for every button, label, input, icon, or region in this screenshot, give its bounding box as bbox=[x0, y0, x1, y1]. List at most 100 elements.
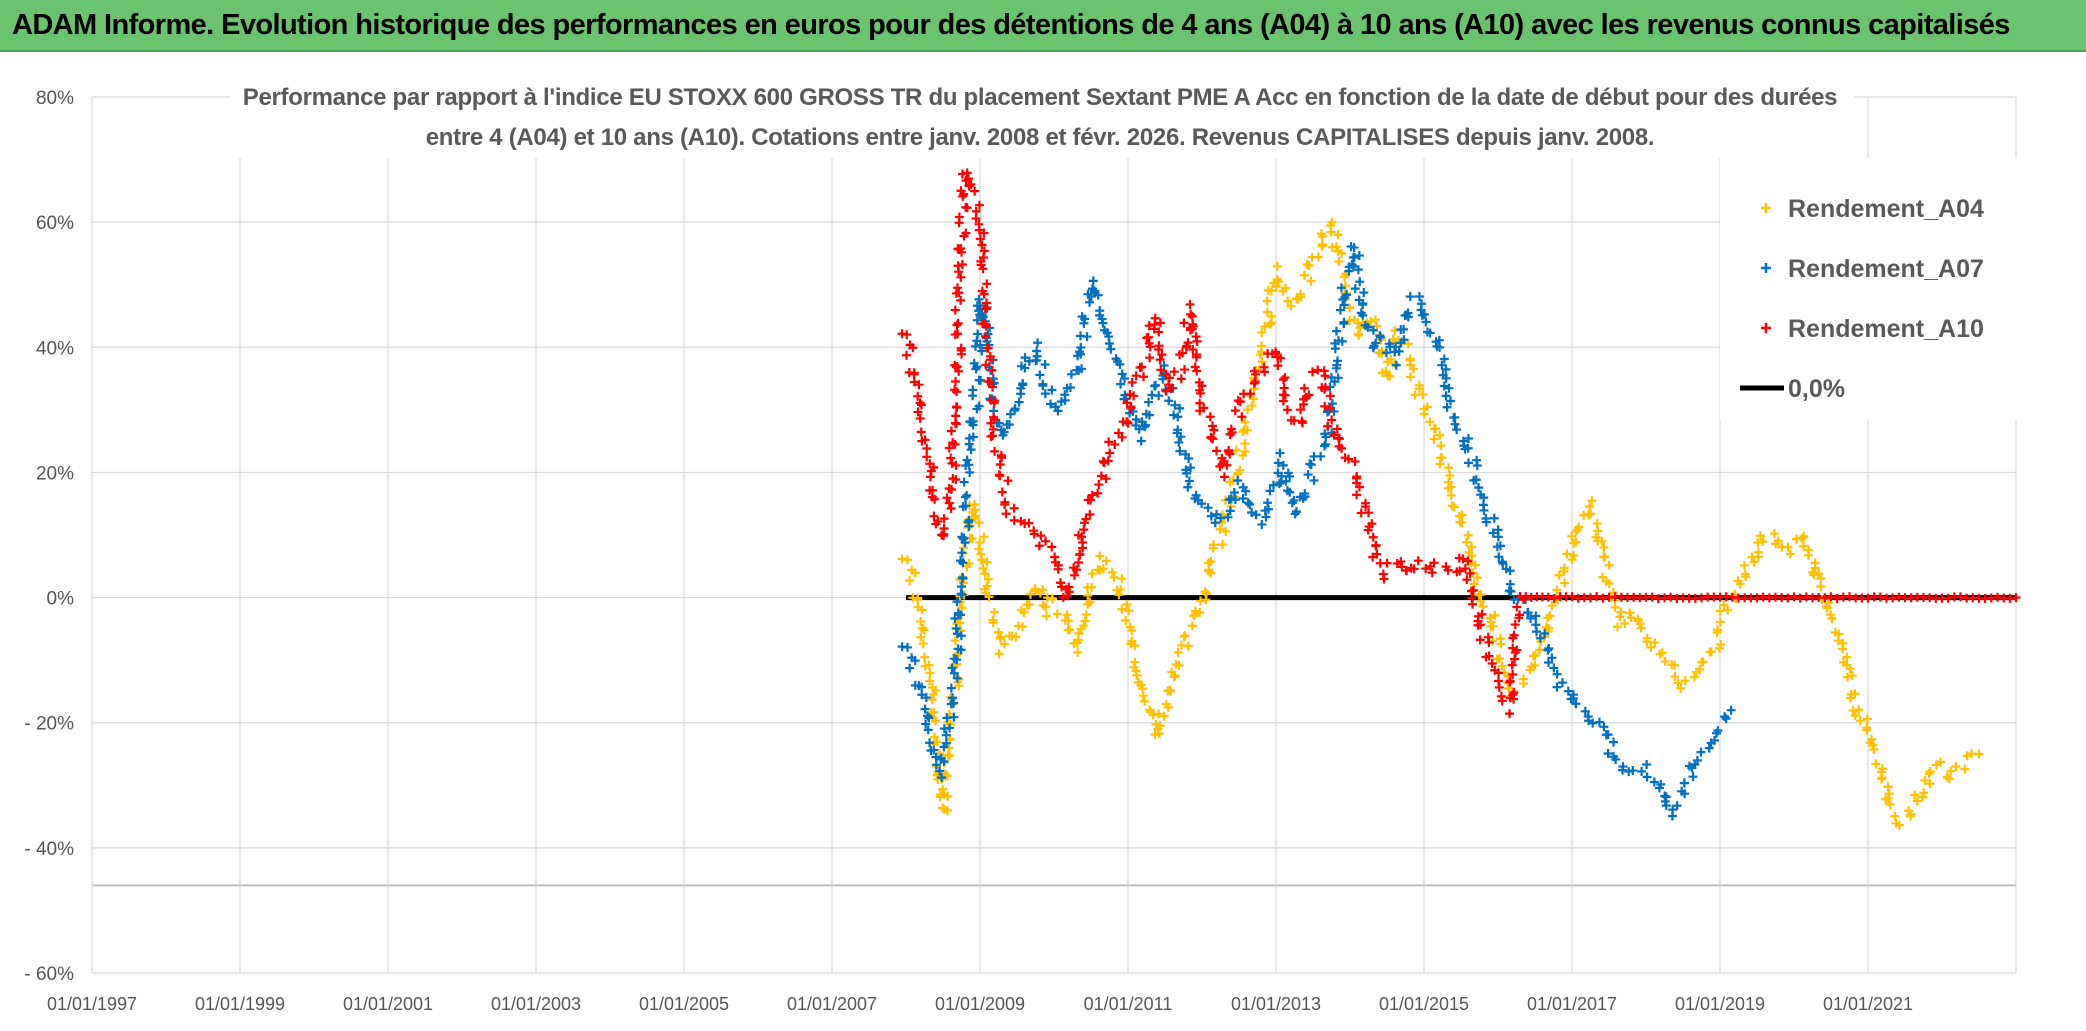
data-point bbox=[986, 418, 996, 428]
data-point bbox=[1349, 252, 1359, 262]
data-point bbox=[1181, 449, 1191, 459]
data-point bbox=[1620, 618, 1630, 628]
data-point bbox=[1753, 547, 1763, 557]
data-point bbox=[1740, 560, 1749, 570]
data-point bbox=[1479, 505, 1489, 515]
data-point bbox=[1441, 364, 1451, 374]
data-point bbox=[1567, 592, 1577, 602]
data-point bbox=[1018, 379, 1028, 389]
data-point bbox=[954, 212, 964, 222]
data-point bbox=[955, 618, 965, 628]
data-point bbox=[994, 418, 1004, 428]
data-point bbox=[1845, 664, 1855, 674]
data-point bbox=[1158, 374, 1168, 384]
data-point bbox=[1001, 509, 1011, 519]
data-point bbox=[1789, 592, 1799, 602]
data-point bbox=[956, 645, 966, 655]
data-point bbox=[1083, 289, 1093, 299]
data-point bbox=[950, 614, 960, 624]
data-point bbox=[1241, 486, 1251, 496]
data-point bbox=[939, 524, 949, 534]
data-point bbox=[1475, 635, 1485, 645]
data-point bbox=[1462, 575, 1472, 585]
data-point bbox=[1599, 722, 1609, 732]
data-point bbox=[1795, 593, 1805, 603]
data-point bbox=[1306, 276, 1316, 286]
data-point bbox=[1580, 706, 1590, 716]
x-tick-label: 01/01/2015 bbox=[1379, 994, 1469, 1014]
data-point bbox=[981, 360, 991, 370]
data-point bbox=[1419, 409, 1429, 419]
data-point bbox=[1875, 592, 1885, 602]
chart-title-line-2: entre 4 (A04) et 10 ans (A10). Cotations… bbox=[426, 124, 1655, 151]
data-point bbox=[1695, 664, 1705, 674]
data-point bbox=[1560, 578, 1570, 588]
data-point bbox=[1149, 324, 1159, 334]
data-point bbox=[1368, 532, 1378, 542]
data-point bbox=[1514, 613, 1524, 623]
data-point bbox=[1299, 270, 1309, 280]
data-point bbox=[1613, 622, 1623, 632]
data-point bbox=[1299, 383, 1309, 393]
data-point bbox=[1332, 424, 1342, 434]
data-point bbox=[1096, 471, 1106, 481]
data-point bbox=[1814, 569, 1824, 579]
data-point bbox=[1688, 772, 1698, 782]
data-point bbox=[1212, 509, 1222, 519]
data-point bbox=[1104, 437, 1114, 447]
data-point bbox=[1549, 663, 1559, 673]
data-point bbox=[1169, 367, 1179, 377]
data-point bbox=[1920, 775, 1930, 785]
data-point bbox=[937, 773, 947, 783]
data-point bbox=[1105, 448, 1115, 458]
data-point bbox=[1313, 252, 1323, 262]
data-point bbox=[937, 530, 947, 540]
data-point bbox=[1696, 747, 1706, 757]
data-point bbox=[980, 569, 990, 579]
data-point bbox=[1475, 620, 1485, 630]
data-point bbox=[1547, 653, 1557, 663]
data-point bbox=[1845, 592, 1854, 602]
data-point bbox=[1465, 569, 1475, 579]
data-point bbox=[1170, 400, 1180, 410]
data-point bbox=[1918, 792, 1928, 802]
data-point bbox=[1231, 445, 1241, 455]
data-point bbox=[910, 680, 920, 690]
data-point bbox=[1192, 366, 1202, 376]
data-point bbox=[1098, 564, 1108, 574]
data-point bbox=[1673, 678, 1683, 688]
data-point bbox=[1358, 310, 1368, 320]
data-point bbox=[1209, 425, 1219, 435]
data-point bbox=[1327, 415, 1337, 425]
data-point bbox=[1883, 782, 1893, 792]
data-point bbox=[1471, 475, 1481, 485]
data-point bbox=[1199, 403, 1209, 413]
data-point bbox=[1375, 331, 1385, 341]
data-point bbox=[1065, 625, 1075, 635]
legend-background bbox=[1720, 158, 2020, 420]
data-point bbox=[1372, 549, 1382, 559]
data-point bbox=[1396, 325, 1406, 335]
data-point bbox=[1443, 483, 1453, 493]
data-point bbox=[926, 746, 936, 756]
data-point bbox=[1442, 402, 1452, 412]
data-point bbox=[1251, 510, 1261, 520]
data-point bbox=[1278, 375, 1288, 385]
data-point bbox=[1496, 639, 1506, 649]
data-point bbox=[1593, 526, 1603, 536]
data-point bbox=[1661, 801, 1671, 811]
data-point bbox=[1292, 507, 1301, 517]
data-point bbox=[953, 261, 963, 271]
data-point bbox=[925, 738, 935, 748]
data-point bbox=[1390, 359, 1400, 369]
data-point bbox=[994, 627, 1004, 637]
data-point bbox=[944, 498, 954, 508]
data-point bbox=[931, 760, 941, 770]
data-point bbox=[1296, 289, 1306, 299]
data-point bbox=[961, 176, 971, 186]
data-point bbox=[1308, 367, 1318, 377]
data-point bbox=[1723, 605, 1733, 615]
data-point bbox=[1505, 566, 1515, 576]
data-point bbox=[1090, 288, 1100, 298]
data-point bbox=[990, 396, 1000, 406]
